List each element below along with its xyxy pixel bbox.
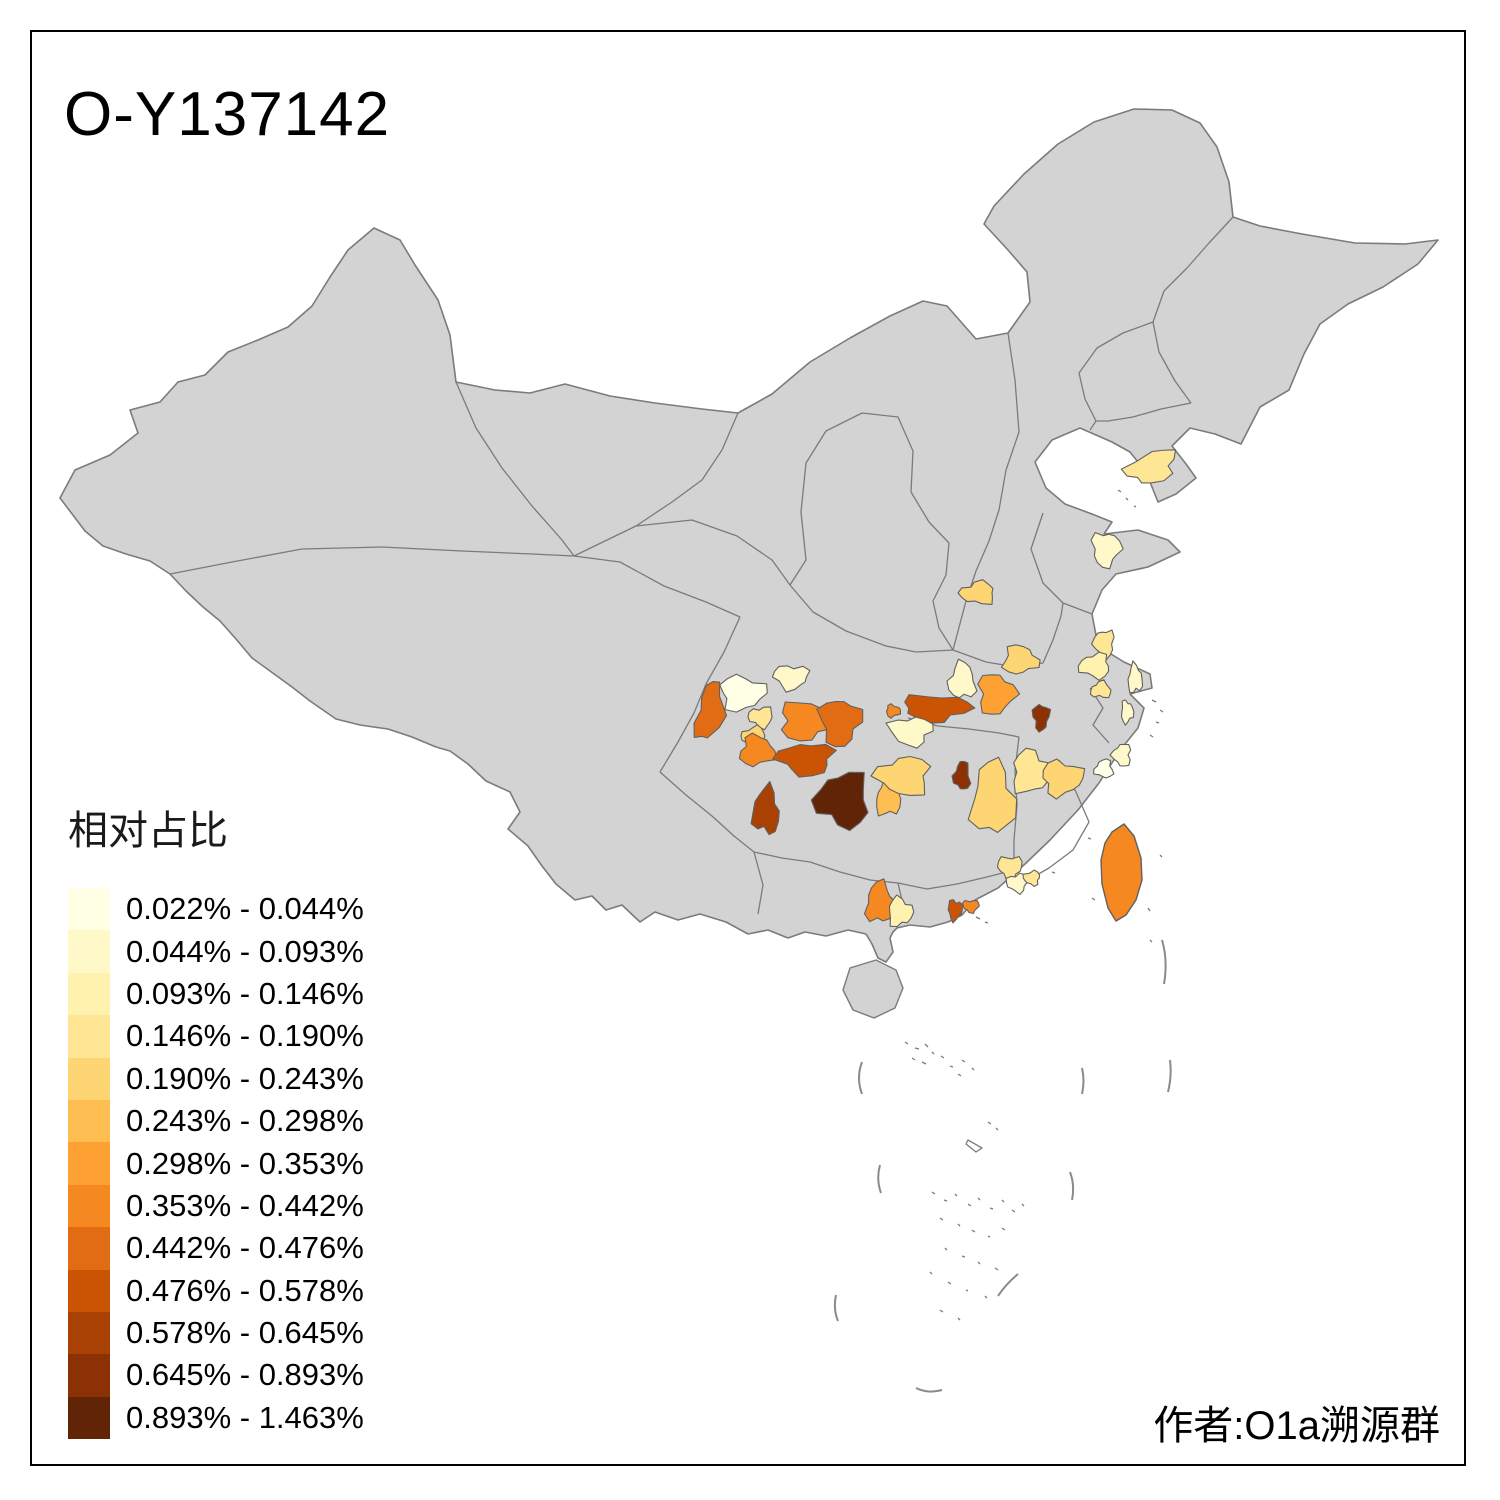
legend-items: 0.022% - 0.044% 0.044% - 0.093% 0.093% - 0… [68, 888, 364, 1440]
legend-label: 0.022% - 0.044% [126, 891, 364, 927]
prefecture-region [1089, 679, 1112, 699]
legend-swatch [68, 1015, 110, 1058]
taiwan-island [1100, 823, 1143, 922]
legend-label: 0.893% - 1.463% [126, 1399, 364, 1435]
legend-label: 0.578% - 0.645% [126, 1315, 364, 1351]
legend-label: 0.190% - 0.243% [126, 1060, 364, 1096]
legend-swatch [68, 1396, 110, 1440]
legend-swatch [68, 972, 110, 1016]
legend-label: 0.353% - 0.442% [126, 1187, 364, 1223]
prefecture-region [863, 878, 898, 923]
prefecture-region [1000, 644, 1041, 675]
legend-item: 0.298% - 0.353% [68, 1142, 364, 1185]
legend-swatch [68, 1227, 110, 1270]
prefecture-region [885, 703, 902, 719]
legend-item: 0.146% - 0.190% [68, 1015, 364, 1058]
legend-label: 0.298% - 0.353% [126, 1145, 364, 1181]
mainland-outline [59, 108, 1439, 963]
legend-label: 0.243% - 0.298% [126, 1103, 364, 1139]
hainan-island [842, 959, 904, 1019]
prefecture-region [1077, 651, 1110, 681]
legend-item: 0.243% - 0.298% [68, 1099, 364, 1143]
legend-label: 0.044% - 0.093% [126, 933, 364, 969]
legend-item: 0.093% - 0.146% [68, 972, 364, 1016]
legend-label: 0.442% - 0.476% [126, 1230, 364, 1266]
legend-item: 0.578% - 0.645% [68, 1311, 364, 1355]
prefecture-region [1127, 660, 1144, 694]
prefecture-region [1120, 699, 1135, 726]
prefecture-region [738, 732, 778, 768]
legend-item: 0.353% - 0.442% [68, 1184, 364, 1228]
legend-swatch [68, 1269, 110, 1312]
prefecture-region [693, 680, 728, 739]
legend-swatch [68, 930, 110, 973]
legend-swatch [68, 1311, 110, 1355]
province-borders [169, 216, 1234, 929]
prefecture-region [888, 894, 915, 928]
legend-label: 0.146% - 0.190% [126, 1018, 364, 1054]
legend-swatch [68, 1057, 110, 1100]
prefecture-region [1042, 758, 1086, 800]
prefecture-region [947, 899, 964, 924]
prefecture-region [967, 756, 1018, 833]
prefecture-region [747, 706, 773, 731]
legend-item: 0.442% - 0.476% [68, 1227, 364, 1270]
prefecture-region [904, 694, 976, 724]
legend-item: 0.476% - 0.578% [68, 1269, 364, 1312]
legend: 相对占比 0.022% - 0.044% 0.044% - 0.093% 0.093… [68, 798, 364, 1440]
prefecture-region [1093, 758, 1115, 779]
prefecture-region [1013, 747, 1056, 795]
legend-swatch [68, 888, 110, 931]
map-title: O-Y137142 [64, 80, 391, 149]
prefecture-region [1022, 869, 1041, 887]
prefecture-region [1090, 532, 1124, 570]
legend-swatch [68, 1099, 110, 1143]
prefecture-region [870, 755, 932, 796]
prefecture-region [957, 579, 994, 605]
prefecture-region [810, 771, 869, 832]
sea-boundary-dashes [833, 939, 1172, 1393]
attribution-text: 作者:O1a溯源群 [1153, 1404, 1440, 1448]
legend-item: 0.893% - 1.463% [68, 1396, 364, 1440]
prefecture-region [772, 743, 837, 778]
prefecture-region [719, 673, 768, 713]
legend-item: 0.022% - 0.044% [68, 888, 364, 931]
legend-item: 0.190% - 0.243% [68, 1057, 364, 1100]
prefecture-region [750, 780, 780, 836]
island-specks [904, 489, 1164, 1321]
prefecture-region [1109, 743, 1132, 767]
legend-label: 0.476% - 0.578% [126, 1272, 364, 1308]
legend-swatch [68, 1184, 110, 1228]
colored-prefectures [693, 449, 1177, 928]
legend-swatch [68, 1142, 110, 1185]
prefecture-region [951, 760, 972, 790]
prefecture-region [771, 665, 811, 693]
prefecture-region [1120, 449, 1177, 484]
prefecture-region [996, 855, 1023, 881]
prefecture-region [816, 700, 864, 748]
legend-item: 0.645% - 0.893% [68, 1354, 364, 1397]
legend-label: 0.093% - 0.146% [126, 975, 364, 1011]
legend-title: 相对占比 [68, 809, 228, 853]
prefecture-region [1091, 629, 1115, 661]
prefecture-region [1031, 703, 1052, 733]
legend-swatch [68, 1354, 110, 1397]
legend-item: 0.044% - 0.093% [68, 930, 364, 973]
legend-label: 0.645% - 0.893% [126, 1357, 364, 1393]
prefecture-region [977, 674, 1021, 715]
prefecture-region [885, 716, 934, 749]
prefecture-region [962, 899, 980, 915]
prefecture-region [946, 658, 978, 699]
